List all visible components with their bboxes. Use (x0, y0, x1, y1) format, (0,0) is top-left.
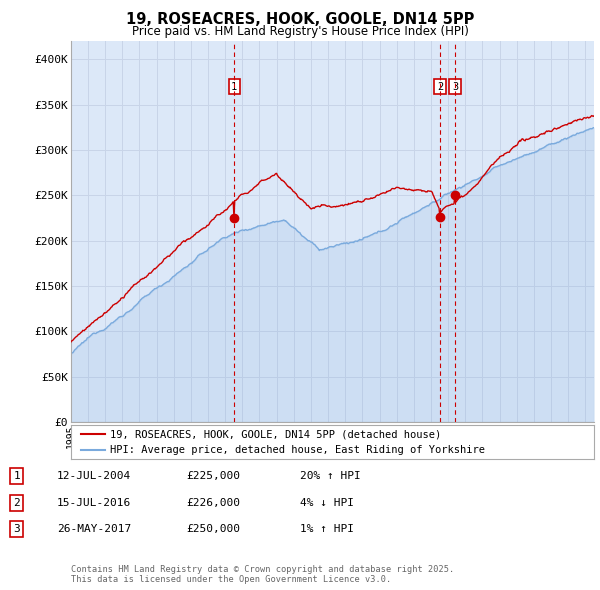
Text: £250,000: £250,000 (186, 525, 240, 534)
Text: 12-JUL-2004: 12-JUL-2004 (57, 471, 131, 481)
Text: Contains HM Land Registry data © Crown copyright and database right 2025.
This d: Contains HM Land Registry data © Crown c… (71, 565, 454, 584)
Text: 19, ROSEACRES, HOOK, GOOLE, DN14 5PP (detached house): 19, ROSEACRES, HOOK, GOOLE, DN14 5PP (de… (110, 429, 441, 439)
Text: 15-JUL-2016: 15-JUL-2016 (57, 498, 131, 507)
Text: 1: 1 (13, 471, 20, 481)
Text: HPI: Average price, detached house, East Riding of Yorkshire: HPI: Average price, detached house, East… (110, 445, 485, 455)
Text: 20% ↑ HPI: 20% ↑ HPI (300, 471, 361, 481)
Text: 26-MAY-2017: 26-MAY-2017 (57, 525, 131, 534)
Text: 2: 2 (13, 498, 20, 507)
Text: 1: 1 (231, 81, 238, 91)
Text: 4% ↓ HPI: 4% ↓ HPI (300, 498, 354, 507)
Text: 3: 3 (13, 525, 20, 534)
Text: £225,000: £225,000 (186, 471, 240, 481)
Text: 2: 2 (437, 81, 443, 91)
Text: £226,000: £226,000 (186, 498, 240, 507)
Text: 3: 3 (452, 81, 458, 91)
Text: 19, ROSEACRES, HOOK, GOOLE, DN14 5PP: 19, ROSEACRES, HOOK, GOOLE, DN14 5PP (126, 12, 474, 27)
Text: Price paid vs. HM Land Registry's House Price Index (HPI): Price paid vs. HM Land Registry's House … (131, 25, 469, 38)
Text: 1% ↑ HPI: 1% ↑ HPI (300, 525, 354, 534)
